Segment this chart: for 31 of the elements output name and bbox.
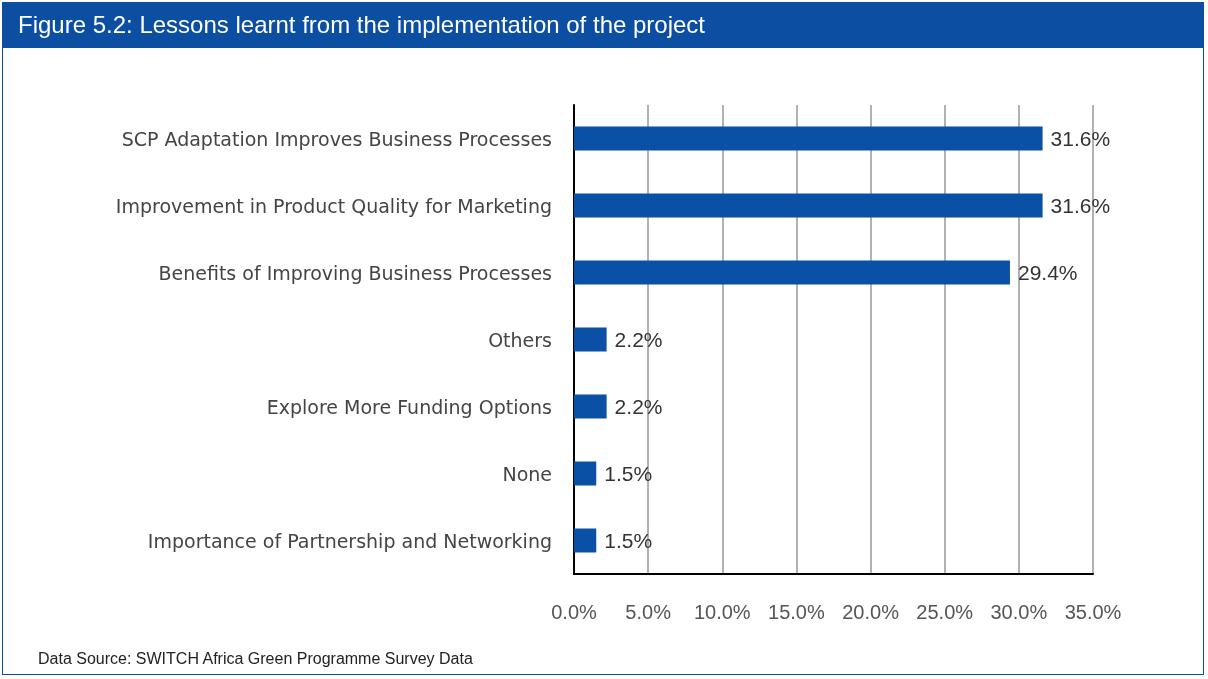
- data-label: 31.6%: [1050, 194, 1111, 217]
- bar: [574, 394, 607, 419]
- bar: [574, 193, 1043, 218]
- bar: [574, 260, 1010, 285]
- bar: [574, 126, 1043, 151]
- y-tick-label: Importance of Partnership and Networking: [147, 529, 552, 552]
- x-tick-label: 10.0%: [693, 601, 751, 623]
- data-label: 1.5%: [604, 529, 653, 552]
- y-tick-label: Improvement in Product Quality for Marketing: [115, 194, 552, 217]
- x-tick-label: 0.0%: [551, 601, 598, 623]
- y-tick-label: None: [502, 462, 552, 485]
- text: Figure 5.2: Lessons learnt from the implementation of the project: [2, 2, 1204, 48]
- bar: [574, 528, 597, 553]
- data-label: 29.4%: [1017, 261, 1078, 284]
- data-label: 1.5%: [604, 462, 653, 485]
- x-tick-label: 20.0%: [842, 601, 900, 623]
- x-tick-label: 15.0%: [768, 601, 825, 623]
- y-tick-label: Benefits of Improving Business Processes: [158, 261, 552, 284]
- data-label: 2.2%: [614, 395, 663, 418]
- source-note: Data Source: SWITCH Africa Green Programme Survey Data: [38, 650, 473, 668]
- y-tick-label: Others: [488, 328, 552, 351]
- x-tick-label: 5.0%: [625, 601, 672, 623]
- bar: [574, 461, 597, 486]
- bar: [574, 327, 607, 352]
- data-label: 2.2%: [614, 328, 663, 351]
- x-tick-label: 25.0%: [916, 601, 974, 623]
- x-tick-label: 35.0%: [1064, 601, 1122, 623]
- y-tick-label: SCP Adaptation Improves Business Processes: [121, 127, 552, 150]
- x-tick-label: 30.0%: [990, 601, 1048, 623]
- y-tick-label: Explore More Funding Options: [266, 395, 552, 418]
- data-label: 31.6%: [1050, 127, 1111, 150]
